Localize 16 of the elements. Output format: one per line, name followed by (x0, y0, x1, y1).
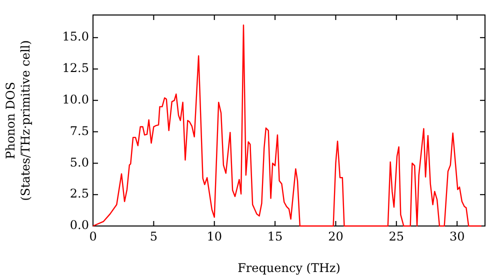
y-axis-title: Phonon DOS (States/THz·primitive cell) (4, 40, 33, 201)
y-tick-label: 5.0 (70, 155, 89, 170)
y-tick-label: 15.0 (62, 30, 89, 44)
y-tick-label: 12.5 (62, 61, 89, 76)
y-tick-label: 7.5 (70, 124, 89, 138)
x-tick-label: 5 (150, 229, 158, 244)
y-tick-label: 10.0 (62, 92, 89, 107)
x-tick-label: 10 (206, 229, 222, 244)
x-tick-label: 0 (89, 229, 97, 244)
x-axis-title: Frequency (THz) (238, 260, 340, 275)
x-tick-label: 15 (267, 229, 283, 244)
y-tick-label: 2.5 (70, 186, 89, 201)
x-tick-label: 30 (449, 229, 465, 244)
y-tick-label: 0.0 (70, 218, 89, 232)
x-tick-label: 20 (328, 229, 344, 244)
x-tick-label: 25 (388, 229, 404, 244)
